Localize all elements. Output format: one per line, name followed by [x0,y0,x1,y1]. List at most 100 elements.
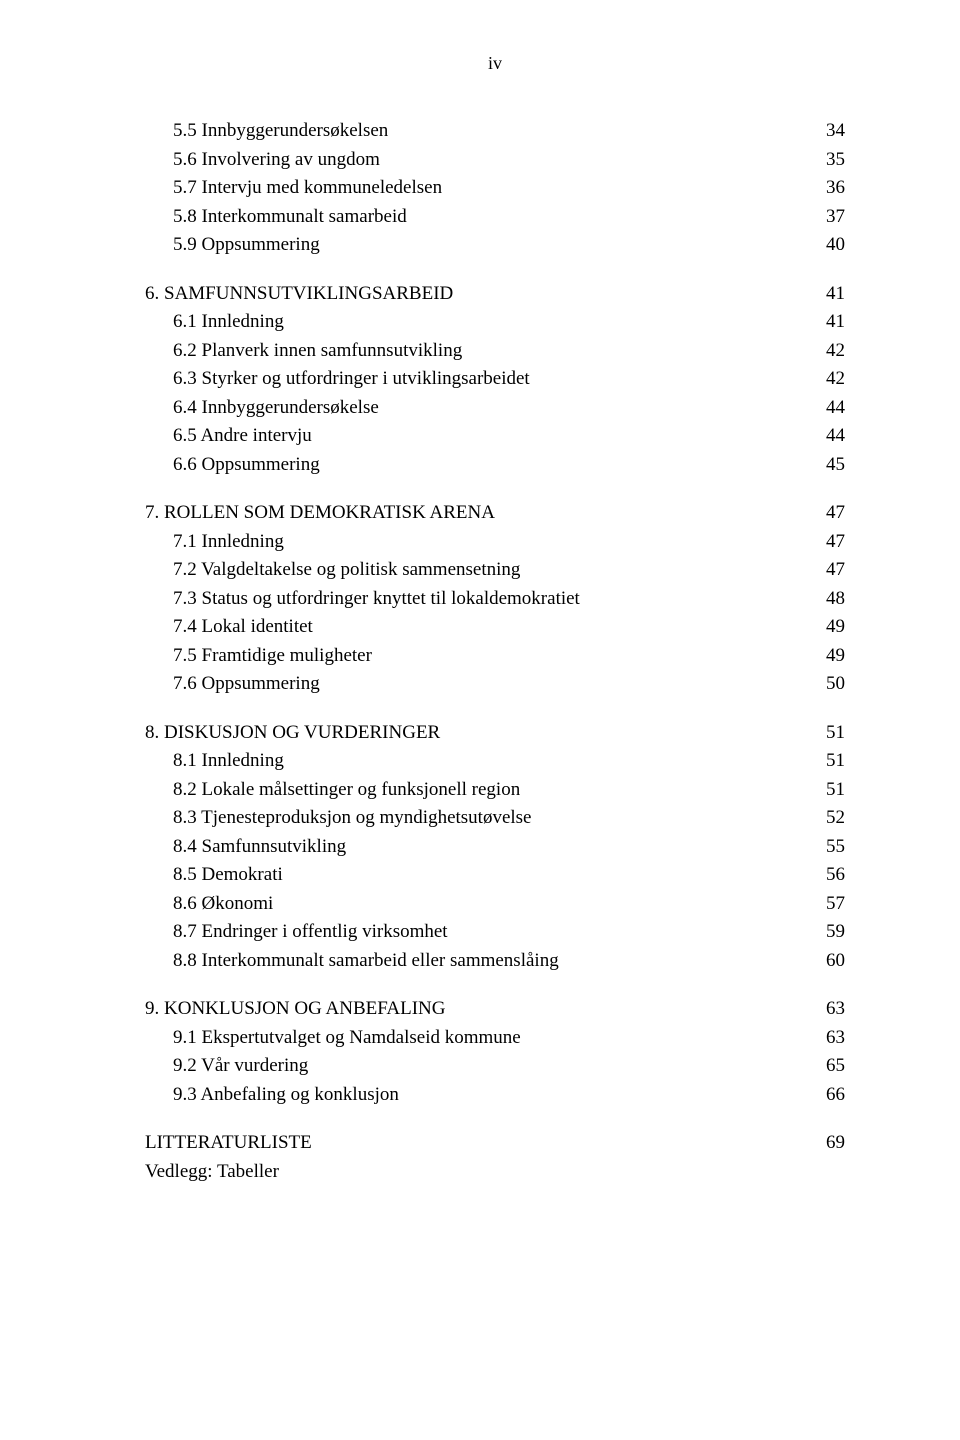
toc-entry-page: 51 [805,747,845,776]
toc-entry-page: 60 [805,947,845,976]
toc-row: 8.5 Demokrati56 [145,861,845,890]
toc-row: 8.2 Lokale målsettinger og funksjonell r… [145,776,845,805]
toc-row: 9.1 Ekspertutvalget og Namdalseid kommun… [145,1024,845,1053]
toc-entry-label: 6.1 Innledning [145,308,805,337]
toc-row: 9. KONKLUSJON OG ANBEFALING63 [145,995,845,1024]
toc-entry-label: 5.6 Involvering av ungdom [145,146,805,175]
toc-entry-label: 7.4 Lokal identitet [145,613,805,642]
toc-entry-page: 45 [805,451,845,480]
toc-entry-page: 52 [805,804,845,833]
toc-entry-label: 7.2 Valgdeltakelse og politisk sammenset… [145,556,805,585]
toc-entry-label: 6.6 Oppsummering [145,451,805,480]
toc-entry-label: 8.6 Økonomi [145,890,805,919]
toc-entry-label: 6.2 Planverk innen samfunnsutvikling [145,337,805,366]
toc-row: 6.1 Innledning41 [145,308,845,337]
toc-entry-page: 42 [805,337,845,366]
toc-row: 8.8 Interkommunalt samarbeid eller samme… [145,947,845,976]
toc-entry-page: 63 [805,1024,845,1053]
toc-entry-label: 6.3 Styrker og utfordringer i utviklings… [145,365,805,394]
toc-row: 9.2 Vår vurdering65 [145,1052,845,1081]
toc-entry-page: 41 [805,308,845,337]
toc-entry-label: 7.3 Status og utfordringer knyttet til l… [145,585,805,614]
toc-entry-page: 47 [805,556,845,585]
page-number: iv [145,50,845,77]
toc-row: 7.2 Valgdeltakelse og politisk sammenset… [145,556,845,585]
appendix-label: Vedlegg: Tabeller [145,1158,845,1187]
toc-entry-label: 9.3 Anbefaling og konklusjon [145,1081,805,1110]
toc-entry-page: 44 [805,422,845,451]
toc-entry-label: 6. SAMFUNNSUTVIKLINGSARBEID [145,280,805,309]
toc-entry-page: 34 [805,117,845,146]
toc-entry-page: 65 [805,1052,845,1081]
toc-entry-page: 51 [805,719,845,748]
toc-entry-label: 7. ROLLEN SOM DEMOKRATISK ARENA [145,499,805,528]
toc-entry-label: 7.6 Oppsummering [145,670,805,699]
toc-entry-page: 44 [805,394,845,423]
toc-row: 7.4 Lokal identitet49 [145,613,845,642]
toc-row: 8.1 Innledning51 [145,747,845,776]
toc-entry-page: 48 [805,585,845,614]
toc-entry-page: 41 [805,280,845,309]
toc-entry-label: 5.9 Oppsummering [145,231,805,260]
toc-entry-page: 49 [805,642,845,671]
toc-row: 7.1 Innledning47 [145,528,845,557]
toc-entry-label: 5.7 Intervju med kommuneledelsen [145,174,805,203]
toc-row: 5.9 Oppsummering40 [145,231,845,260]
toc-entry-label: 7.5 Framtidige muligheter [145,642,805,671]
toc-entry-label: 9. KONKLUSJON OG ANBEFALING [145,995,805,1024]
toc-entry-label: 5.8 Interkommunalt samarbeid [145,203,805,232]
toc-row: 6.6 Oppsummering45 [145,451,845,480]
toc-entry-page: 66 [805,1081,845,1110]
table-of-contents: 5.5 Innbyggerundersøkelsen345.6 Involver… [145,117,845,1109]
toc-row: 5.6 Involvering av ungdom35 [145,146,845,175]
toc-row: 6.4 Innbyggerundersøkelse44 [145,394,845,423]
toc-entry-label: 5.5 Innbyggerundersøkelsen [145,117,805,146]
toc-entry-page: 36 [805,174,845,203]
toc-entry-page: 49 [805,613,845,642]
toc-entry-page: 40 [805,231,845,260]
toc-entry-label: 8. DISKUSJON OG VURDERINGER [145,719,805,748]
literature-title: LITTERATURLISTE [145,1129,805,1158]
toc-entry-page: 50 [805,670,845,699]
toc-row: 6.5 Andre intervju44 [145,422,845,451]
toc-entry-label: 8.1 Innledning [145,747,805,776]
toc-entry-label: 8.5 Demokrati [145,861,805,890]
toc-entry-label: 9.1 Ekspertutvalget og Namdalseid kommun… [145,1024,805,1053]
toc-entry-label: 8.4 Samfunnsutvikling [145,833,805,862]
toc-entry-label: 9.2 Vår vurdering [145,1052,805,1081]
toc-entry-label: 6.5 Andre intervju [145,422,805,451]
toc-entry-page: 47 [805,528,845,557]
toc-entry-page: 63 [805,995,845,1024]
toc-entry-label: 8.3 Tjenesteproduksjon og myndighetsutøv… [145,804,805,833]
toc-entry-page: 51 [805,776,845,805]
toc-row: 6.3 Styrker og utfordringer i utviklings… [145,365,845,394]
toc-entry-label: 6.4 Innbyggerundersøkelse [145,394,805,423]
toc-row: 8.3 Tjenesteproduksjon og myndighetsutøv… [145,804,845,833]
toc-row: 7. ROLLEN SOM DEMOKRATISK ARENA47 [145,499,845,528]
toc-entry-page: 59 [805,918,845,947]
toc-row: 8.7 Endringer i offentlig virksomhet59 [145,918,845,947]
toc-entry-page: 35 [805,146,845,175]
toc-row: 9.3 Anbefaling og konklusjon66 [145,1081,845,1110]
toc-entry-page: 56 [805,861,845,890]
toc-entry-page: 57 [805,890,845,919]
toc-row: 6. SAMFUNNSUTVIKLINGSARBEID41 [145,280,845,309]
toc-row: 8.4 Samfunnsutvikling55 [145,833,845,862]
toc-row: 8.6 Økonomi57 [145,890,845,919]
toc-row: 7.6 Oppsummering50 [145,670,845,699]
toc-entry-label: 8.7 Endringer i offentlig virksomhet [145,918,805,947]
toc-entry-page: 47 [805,499,845,528]
literature-row: LITTERATURLISTE 69 [145,1129,845,1158]
toc-row: 5.8 Interkommunalt samarbeid37 [145,203,845,232]
toc-entry-label: 8.8 Interkommunalt samarbeid eller samme… [145,947,805,976]
literature-page: 69 [805,1129,845,1158]
toc-entry-label: 7.1 Innledning [145,528,805,557]
toc-entry-page: 37 [805,203,845,232]
toc-row: 7.3 Status og utfordringer knyttet til l… [145,585,845,614]
toc-row: 5.7 Intervju med kommuneledelsen36 [145,174,845,203]
toc-entry-label: 8.2 Lokale målsettinger og funksjonell r… [145,776,805,805]
toc-row: 6.2 Planverk innen samfunnsutvikling42 [145,337,845,366]
toc-row: 5.5 Innbyggerundersøkelsen34 [145,117,845,146]
toc-row: 8. DISKUSJON OG VURDERINGER51 [145,719,845,748]
toc-row: 7.5 Framtidige muligheter49 [145,642,845,671]
